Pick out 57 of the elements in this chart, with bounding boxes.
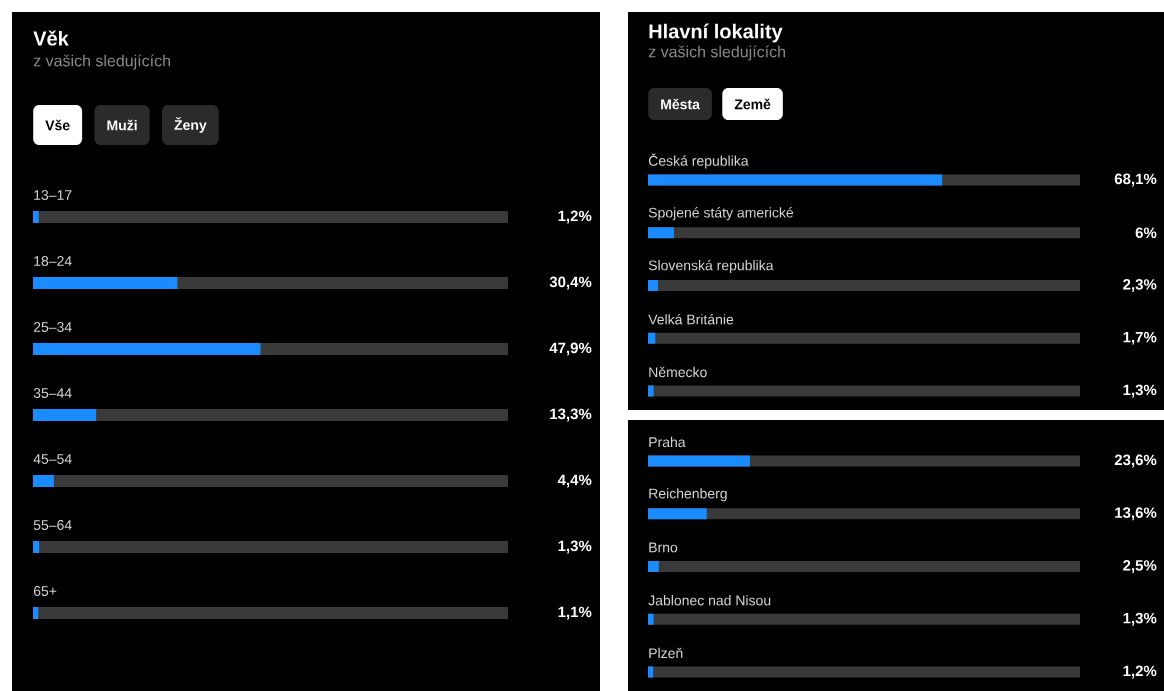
bar (648, 560, 659, 572)
data-label: 13,3% (550, 408, 592, 422)
y-tick-label: Reichenberg (649, 488, 727, 502)
data-label: 68,1% (1114, 173, 1157, 187)
data-label: 1,7% (1123, 331, 1157, 345)
bar (648, 385, 654, 397)
chart-subtitle: z vašich sledujících (33, 54, 170, 70)
bar (33, 211, 39, 224)
bar (33, 541, 40, 554)
data-label: 6% (1135, 227, 1157, 239)
chart-title: Věk (33, 30, 69, 46)
bar (648, 279, 658, 291)
data-label: 13,6% (1115, 507, 1157, 521)
text: Ženy (174, 117, 207, 133)
bar (648, 613, 654, 625)
y-tick-label: 35–44 (33, 388, 72, 398)
y-tick-label: Slovenská republika (648, 259, 774, 274)
data-label: 2,5% (1123, 560, 1157, 573)
data-label: 4,4% (557, 474, 592, 488)
y-tick-label: 18–24 (34, 256, 72, 266)
text: Vše (45, 119, 70, 131)
y-tick-label: Česká republika (648, 153, 749, 169)
y-tick-label: 25–34 (33, 322, 72, 332)
data-label: 2,3% (1123, 279, 1157, 292)
y-tick-label: Plzeň (649, 647, 683, 659)
bar (33, 475, 54, 488)
data-label: 1,3% (1123, 384, 1157, 398)
chart-subtitle: z vašich sledujících (648, 45, 785, 61)
y-tick-label: Spojené státy americké (648, 207, 794, 221)
bar (648, 455, 750, 467)
data-label: 1,2% (1123, 665, 1157, 679)
bar (648, 332, 656, 344)
bar (648, 508, 707, 520)
y-tick-label: 65+ (33, 586, 57, 596)
data-label: 47,9% (549, 342, 592, 356)
y-tick-label: Velká Británie (648, 314, 734, 325)
data-label: 1,1% (558, 606, 592, 620)
y-tick-label: Brno (649, 542, 678, 553)
data-label: 1,2% (558, 210, 592, 224)
bar (33, 607, 39, 620)
chart-title: Hlavní lokality (649, 23, 783, 43)
y-tick-label: Německo (649, 366, 707, 378)
y-tick-label: 45–54 (33, 454, 72, 464)
data-label: 1,3% (558, 540, 592, 554)
bar (648, 227, 674, 239)
text: Země (734, 98, 771, 110)
bar (648, 666, 654, 678)
y-tick-label: 55–64 (33, 520, 72, 530)
text: Muži (107, 119, 137, 131)
y-tick-label: Jablonec nad Nisou (648, 595, 771, 606)
bar (33, 409, 97, 422)
y-tick-label: 13–17 (34, 190, 72, 200)
data-label: 23,6% (1114, 454, 1157, 468)
text: Města (661, 98, 700, 110)
y-tick-label: Praha (649, 436, 686, 448)
data-label: 1,3% (1123, 612, 1157, 626)
data-label: 30,4% (549, 276, 592, 290)
